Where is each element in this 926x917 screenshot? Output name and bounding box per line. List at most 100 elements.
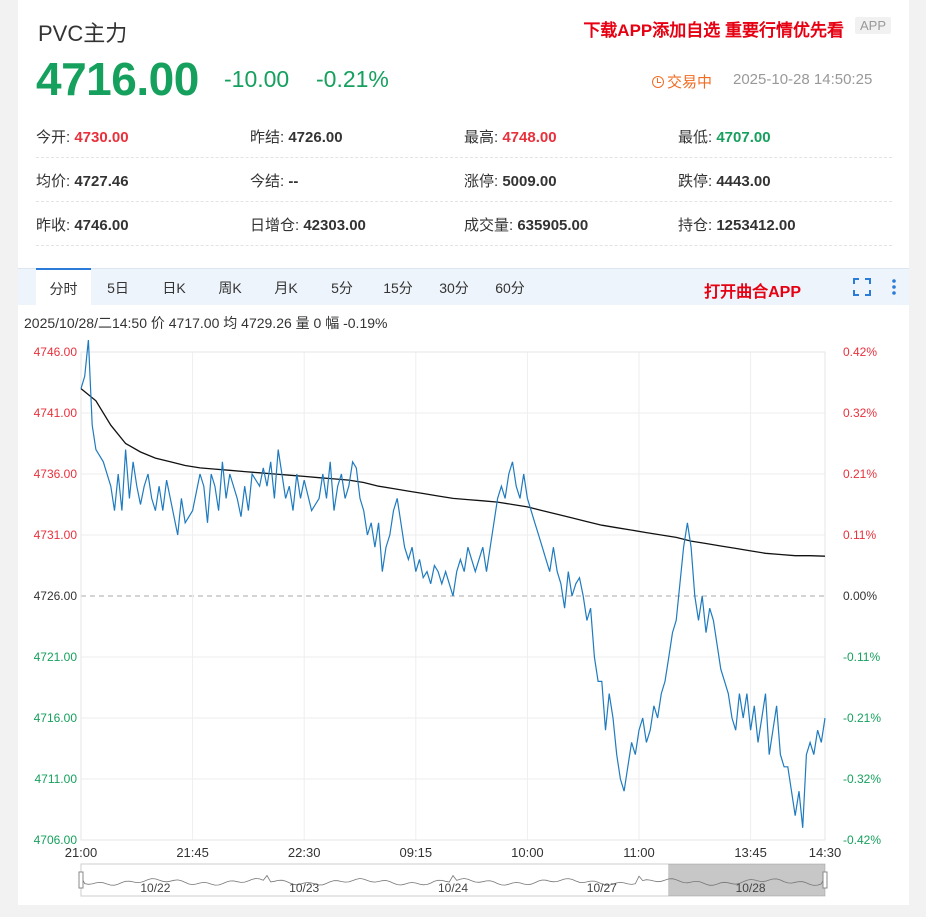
y-tick-label: 4741.00: [34, 406, 78, 420]
y-tick-label: 4726.00: [34, 589, 78, 603]
stats-row: 均价: 4727.46 今结: -- 涨停: 5009.00 跌停: 4443.00: [36, 158, 892, 202]
stat-label: 最高:: [464, 129, 499, 146]
y-tick-label: 4736.00: [34, 467, 78, 481]
tab-8[interactable]: 60分: [495, 280, 525, 296]
quote-card: PVC主力 下载APP添加自选 重要行情优先看 APP 4716.00 -10.…: [18, 0, 909, 905]
x-tick-label: 22:30: [288, 845, 321, 860]
stat-label: 最低:: [678, 129, 713, 146]
y-pct-tick-label: 0.00%: [843, 589, 877, 603]
price-change: -10.00: [224, 66, 290, 92]
stat-value: 4730.00: [70, 129, 129, 146]
x-tick-label: 21:45: [176, 845, 209, 860]
y-pct-tick-label: 0.42%: [843, 345, 877, 359]
stat-value: 4748.00: [498, 129, 557, 146]
download-app-promo-link[interactable]: 下载APP添加自选 重要行情优先看: [583, 21, 844, 40]
navigator-label: 10/22: [140, 881, 170, 895]
stat-value: 42303.00: [299, 217, 366, 234]
stat-cell: 今结: --: [250, 170, 298, 191]
tab-2[interactable]: 日K: [162, 280, 186, 296]
fullscreen-icon[interactable]: [853, 278, 871, 296]
x-tick-label: 21:00: [65, 845, 98, 860]
tab-5[interactable]: 5分: [331, 280, 353, 296]
y-tick-label: 4731.00: [34, 528, 78, 542]
y-tick-label: 4746.00: [34, 345, 78, 359]
x-tick-label: 10:00: [511, 845, 544, 860]
tab-7[interactable]: 30分: [439, 280, 469, 296]
stat-label: 持仓:: [678, 217, 713, 234]
stats-row: 今开: 4730.00 昨结: 4726.00 最高: 4748.00 最低: 470…: [36, 114, 892, 158]
y-pct-tick-label: -0.32%: [843, 772, 881, 786]
navigator-label: 10/23: [289, 881, 319, 895]
clock-icon: [652, 76, 664, 88]
tab-3[interactable]: 周K: [218, 280, 242, 296]
x-tick-label: 11:00: [623, 845, 655, 860]
trading-status: 交易中: [652, 71, 712, 92]
y-pct-tick-label: 0.11%: [843, 528, 876, 542]
stat-value: --: [284, 173, 299, 190]
x-tick-label: 14:30: [809, 845, 842, 860]
tab-6[interactable]: 15分: [383, 280, 413, 296]
y-pct-tick-label: 0.21%: [843, 467, 877, 481]
stat-label: 跌停:: [678, 173, 713, 190]
plot-frame: [80, 351, 826, 841]
navigator-label: 10/24: [438, 881, 468, 895]
y-tick-label: 4716.00: [34, 711, 78, 725]
open-app-link[interactable]: 打开曲合APP: [704, 284, 801, 301]
stat-label: 今结:: [250, 173, 285, 190]
stat-label: 涨停:: [464, 173, 499, 190]
y-pct-tick-label: -0.11%: [843, 650, 880, 664]
x-tick-label: 09:15: [400, 845, 433, 860]
stat-value: 4443.00: [712, 173, 771, 190]
stat-cell: 成交量: 635905.00: [464, 214, 588, 235]
stat-value: 1253412.00: [712, 217, 796, 234]
stat-cell: 跌停: 4443.00: [678, 170, 771, 191]
navigator-handle-left: [78, 871, 84, 889]
tab-1[interactable]: 5日: [107, 280, 129, 296]
navigator-handle-right: [822, 871, 828, 889]
x-tick-label: 13:45: [734, 845, 767, 860]
stat-cell: 最低: 4707.00: [678, 126, 771, 147]
stat-label: 昨收:: [36, 217, 71, 234]
more-vertical-icon[interactable]: [891, 278, 897, 296]
stat-value: 5009.00: [498, 173, 557, 190]
y-tick-label: 4706.00: [34, 833, 78, 847]
stats-table: 今开: 4730.00 昨结: 4726.00 最高: 4748.00 最低: 470…: [36, 114, 892, 246]
stat-label: 日增仓:: [250, 217, 300, 234]
stats-row: 昨收: 4746.00 日增仓: 42303.00 成交量: 635905.00 持仓…: [36, 202, 892, 246]
stat-cell: 日增仓: 42303.00: [250, 214, 366, 235]
stat-label: 均价:: [36, 173, 71, 190]
navigator-series: [80, 874, 826, 886]
app-badge[interactable]: APP: [854, 17, 891, 34]
tab-4[interactable]: 月K: [274, 280, 298, 296]
chart-tabs: 分时 5日 日K 周K 月K 5分 15分 30分 60分 打开曲合APP: [18, 268, 909, 306]
avg-price-line: [80, 388, 826, 557]
stat-label: 昨结:: [250, 129, 285, 146]
stat-cell: 最高: 4748.00: [464, 126, 557, 147]
y-pct-tick-label: -0.42%: [843, 833, 881, 847]
navigator-label: 10/28: [736, 881, 766, 895]
stat-value: 4707.00: [712, 129, 771, 146]
stat-cell: 均价: 4727.46: [36, 170, 129, 191]
stat-cell: 持仓: 1253412.00: [678, 214, 796, 235]
stat-label: 成交量:: [464, 217, 514, 234]
tab-0[interactable]: 分时: [36, 268, 91, 306]
quote-datetime: 2025-10-28 14:50:25: [733, 71, 873, 88]
intraday-chart[interactable]: 4746.00 0.42% 4741.00 0.32% 4736.00 0.21% 4731…: [18, 340, 909, 900]
stat-value: 635905.00: [513, 217, 589, 234]
price-line: [80, 340, 826, 828]
stat-value: 4746.00: [70, 217, 129, 234]
navigator-label: 10/27: [587, 881, 617, 895]
price-change-pct: -0.21%: [316, 66, 389, 92]
crosshair-info: 2025/10/28/二14:50 价 4717.00 均 4729.26 量 …: [24, 315, 388, 331]
trading-status-text: 交易中: [667, 74, 713, 91]
y-pct-tick-label: -0.21%: [843, 711, 881, 725]
stat-cell: 今开: 4730.00: [36, 126, 129, 147]
instrument-title: PVC主力: [38, 21, 128, 46]
stat-value: 4727.46: [70, 173, 129, 190]
stat-cell: 昨结: 4726.00: [250, 126, 343, 147]
y-tick-label: 4711.00: [35, 772, 78, 786]
last-price: 4716.00: [36, 53, 199, 105]
stat-label: 今开:: [36, 129, 71, 146]
y-pct-tick-label: 0.32%: [843, 406, 877, 420]
y-tick-label: 4721.00: [34, 650, 78, 664]
